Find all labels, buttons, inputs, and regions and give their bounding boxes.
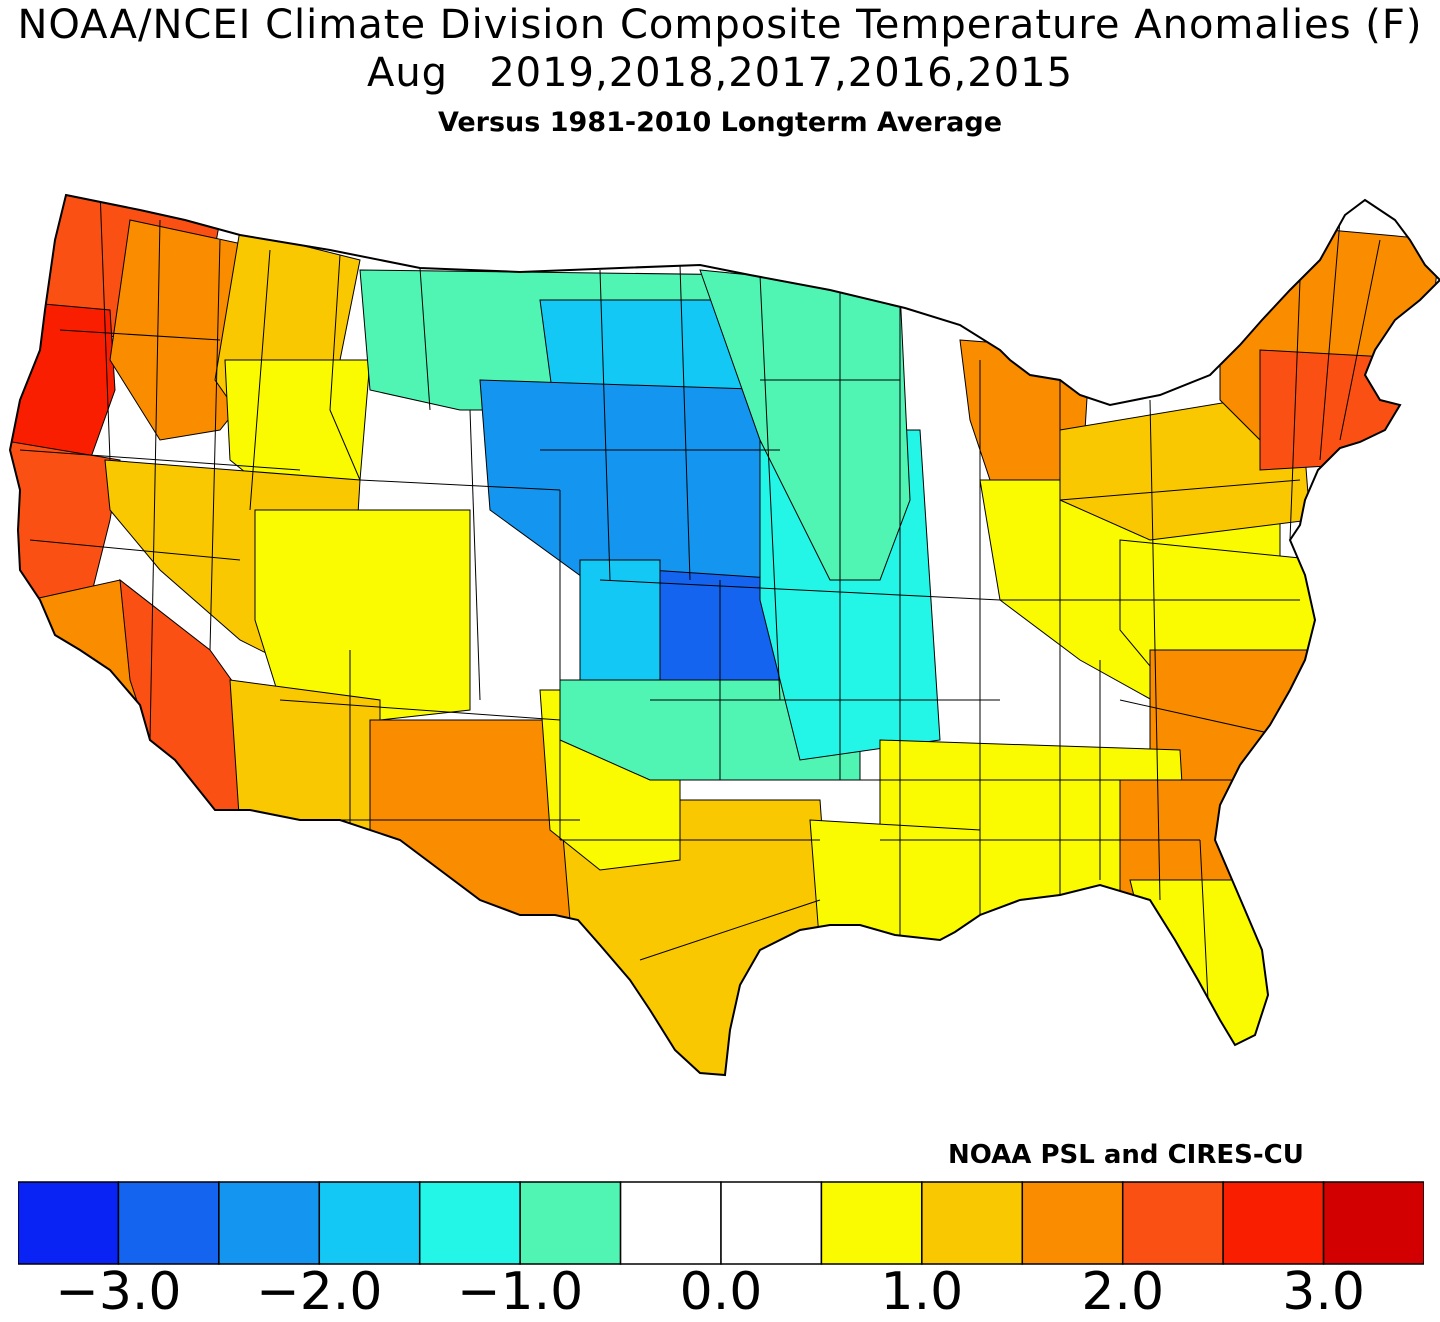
colorbar-swatch — [921, 1181, 1024, 1265]
colorbar-tick-label: 1.0 — [880, 1262, 964, 1322]
colorbar-swatch — [117, 1181, 220, 1265]
data-credit: NOAA PSL and CIRES-CU — [948, 1140, 1304, 1170]
colorbar-tick-label: −2.0 — [256, 1262, 383, 1322]
division-boundary-line — [759, 274, 781, 701]
colorbar-tick-label: −3.0 — [55, 1262, 182, 1322]
region-arizona-south — [229, 679, 381, 831]
division-boundary-line — [359, 479, 561, 491]
colorbar-swatch — [1021, 1181, 1124, 1265]
region-southern-new-england — [1259, 349, 1440, 471]
colorbar-swatch — [820, 1181, 923, 1265]
colorbar-swatch — [1322, 1181, 1424, 1265]
colorbar-tick-label: 3.0 — [1282, 1262, 1365, 1322]
division-boundary-line — [149, 219, 161, 741]
us-anomaly-map — [8, 193, 1440, 1077]
division-boundary-line — [639, 899, 821, 961]
division-boundary-line — [279, 699, 561, 721]
colorbar-swatch — [1222, 1181, 1325, 1265]
division-boundary-line — [59, 329, 221, 341]
region-oregon-west — [10, 299, 116, 461]
division-boundary-line — [1289, 279, 1301, 541]
colorbar-swatch — [720, 1181, 823, 1265]
division-boundary-line — [249, 249, 271, 511]
division-boundary-line — [599, 579, 1001, 601]
region-florida — [1129, 879, 1271, 1061]
map-subtitle-years: Aug 2019,2018,2017,2016,2015 — [366, 50, 1074, 96]
division-boundary-line — [419, 267, 431, 411]
colorbar-swatch — [18, 1181, 120, 1265]
colorbar — [18, 1181, 1424, 1265]
division-boundary-line — [1339, 239, 1381, 441]
colorbar-swatch — [619, 1181, 722, 1265]
division-boundary-line — [469, 409, 481, 701]
colorbar-tick-label: −1.0 — [456, 1262, 584, 1322]
region-gulf-louisiana — [809, 819, 981, 961]
division-boundary-line — [329, 254, 361, 481]
colorbar-swatch — [318, 1181, 421, 1265]
division-boundary-line — [29, 539, 241, 561]
division-boundary-line — [1149, 399, 1161, 901]
map-title: NOAA/NCEI Climate Division Composite Tem… — [17, 2, 1423, 48]
colorbar-swatch — [218, 1181, 321, 1265]
division-boundary-line — [679, 264, 691, 581]
colorbar-tick-label: 0.0 — [679, 1262, 763, 1322]
us-outline — [8, 193, 1440, 1077]
colorbar-swatch — [418, 1181, 521, 1265]
division-boundary-line — [1319, 219, 1341, 461]
colorbar-tick-label: 2.0 — [1081, 1262, 1165, 1322]
division-boundary-line — [1059, 479, 1301, 501]
colorbar-swatch — [1121, 1181, 1224, 1265]
division-boundary-line — [99, 195, 111, 461]
division-boundary-line — [209, 239, 221, 651]
map-subtitle-baseline: Versus 1981-2010 Longterm Average — [437, 107, 1003, 138]
division-boundary-line — [599, 269, 611, 581]
colorbar-swatch — [519, 1181, 622, 1265]
region-wyoming-nebraska — [479, 379, 791, 591]
